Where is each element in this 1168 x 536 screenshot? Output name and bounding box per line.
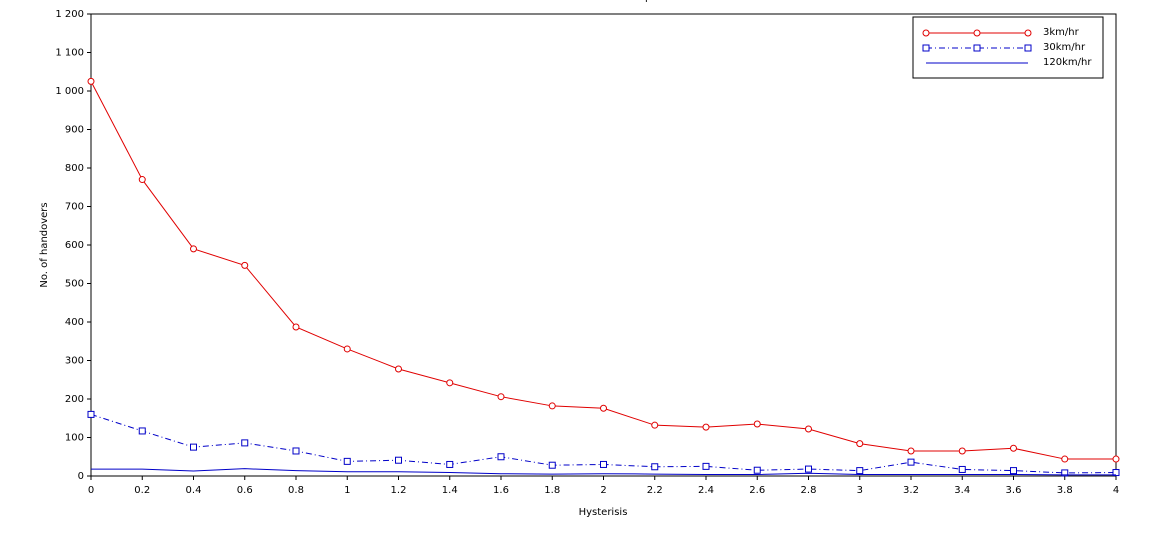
y-tick-label: 300 <box>65 356 84 367</box>
x-tick-label: 2 <box>600 485 606 496</box>
marker <box>241 439 249 447</box>
x-tick-label: 4 <box>1113 485 1119 496</box>
series-line <box>91 468 1116 476</box>
marker <box>1112 455 1120 463</box>
marker <box>651 463 659 471</box>
x-tick-label: 3.2 <box>903 485 919 496</box>
y-tick-label: 100 <box>65 433 84 444</box>
marker <box>600 404 607 412</box>
marker <box>1024 44 1032 52</box>
x-tick-label: 0.8 <box>288 485 304 496</box>
marker <box>973 29 981 37</box>
marker <box>548 402 556 410</box>
x-tick-label: 1.2 <box>391 485 407 496</box>
marker <box>548 461 556 469</box>
legend-label: 30km/hr <box>1043 42 1086 53</box>
y-tick-label: 400 <box>65 317 84 328</box>
marker <box>1061 469 1069 477</box>
x-tick-label: 2.2 <box>647 485 663 496</box>
y-tick-label: 800 <box>65 163 84 174</box>
marker <box>190 245 197 253</box>
x-tick-label: 3.8 <box>1057 485 1073 496</box>
marker <box>1112 469 1120 477</box>
marker <box>958 465 966 473</box>
marker <box>292 447 300 455</box>
x-tick-label: 1.6 <box>493 485 509 496</box>
marker <box>1024 29 1032 37</box>
y-tick-label: 1 100 <box>55 48 84 59</box>
marker <box>138 176 146 184</box>
marker <box>1061 455 1069 463</box>
y-tick-label: 700 <box>65 202 84 213</box>
x-tick-label: 2.6 <box>749 485 765 496</box>
x-tick-label: 1.4 <box>442 485 458 496</box>
marker <box>753 466 761 474</box>
marker <box>907 458 915 466</box>
marker <box>446 379 454 387</box>
marker <box>497 393 505 401</box>
marker <box>343 457 351 465</box>
marker <box>395 456 402 464</box>
series-line <box>90 81 1116 460</box>
marker <box>702 462 710 470</box>
y-tick-label: 200 <box>65 394 84 405</box>
y-tick-label: 900 <box>65 125 84 136</box>
marker <box>87 77 95 85</box>
marker <box>497 453 505 461</box>
marker <box>446 460 454 468</box>
legend-label: 120km/hr <box>1043 57 1092 68</box>
x-tick-label: 2.8 <box>801 485 817 496</box>
marker <box>805 425 812 433</box>
marker <box>87 410 95 418</box>
x-tick-label: 0 <box>88 485 94 496</box>
x-tick-label: 1.8 <box>544 485 560 496</box>
marker <box>702 423 710 431</box>
marker <box>907 447 915 455</box>
y-tick-label: 1 000 <box>55 86 84 97</box>
marker <box>805 465 812 473</box>
marker <box>973 44 981 52</box>
x-tick-label: 3 <box>857 485 863 496</box>
y-axis-label: No. of handovers <box>39 202 50 287</box>
marker <box>922 44 930 52</box>
marker <box>292 323 300 331</box>
x-tick-label: 3.4 <box>954 485 970 496</box>
x-tick-label: 0.4 <box>186 485 202 496</box>
marker <box>241 261 249 269</box>
marker <box>343 345 351 353</box>
y-tick-label: 600 <box>65 240 84 251</box>
marker <box>651 421 659 429</box>
x-tick-label: 2.4 <box>698 485 714 496</box>
legend: 3km/hr 30km/hr 120km/hr <box>912 16 1104 79</box>
marker <box>138 427 146 435</box>
chart-title: No. of handovers vs Speed <box>536 0 670 3</box>
x-tick-label: 3.6 <box>1006 485 1022 496</box>
x-tick-label: 0.2 <box>134 485 150 496</box>
marker <box>958 447 966 455</box>
x-tick-label: 0.6 <box>237 485 253 496</box>
marker <box>922 29 930 37</box>
marker <box>1010 467 1017 475</box>
marker <box>1010 444 1017 452</box>
marker <box>856 467 864 475</box>
marker <box>753 420 761 428</box>
x-tick-label: 1 <box>344 485 350 496</box>
marker <box>856 440 864 448</box>
marker <box>190 443 197 451</box>
marker <box>600 460 607 468</box>
x-axis-label: Hysterisis <box>579 507 628 518</box>
y-tick-label: 500 <box>65 279 84 290</box>
legend-label: 3km/hr <box>1043 27 1080 38</box>
y-tick-label: 0 <box>78 471 84 482</box>
marker <box>395 365 402 373</box>
y-tick-label: 1 200 <box>55 9 84 20</box>
